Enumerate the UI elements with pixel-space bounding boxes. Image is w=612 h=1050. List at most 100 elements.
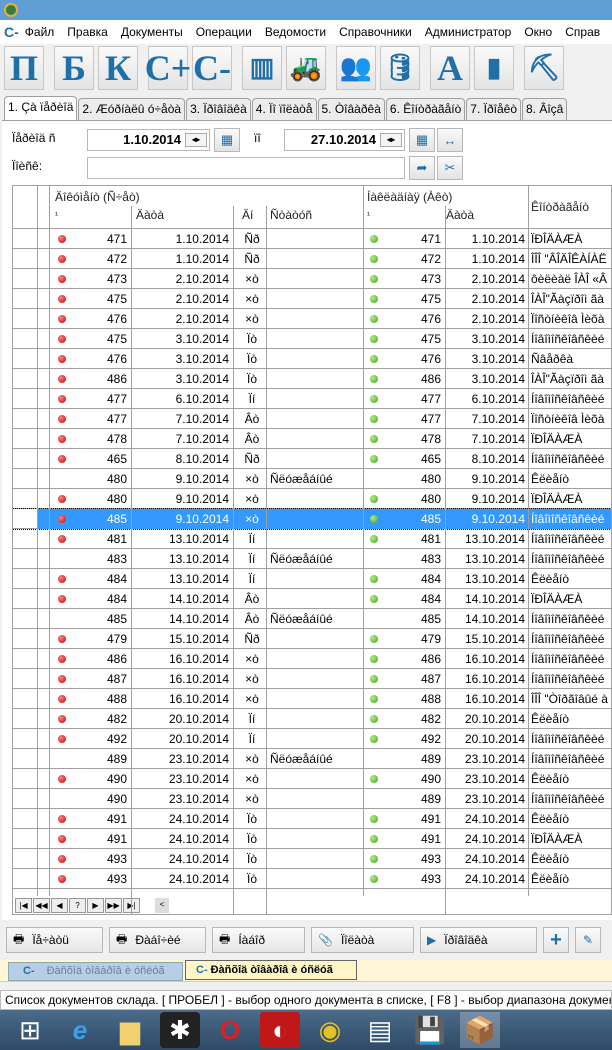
tab-4[interactable]: 4. Ïî ïîëàòå [251,98,317,120]
toolbar-button[interactable]: A [430,46,470,90]
col-header-date2[interactable]: Äàòà [446,208,475,222]
navigator-button[interactable]: ? [69,898,86,913]
table-row[interactable]: 480 9.10.2014 ×ò 480 9.10.2014 ÏÐÎÄÀÆÀ [13,489,611,509]
warehouse-app-icon[interactable]: 📦 [460,1012,500,1048]
navigator-button[interactable]: ▶▶ [105,898,122,913]
date-to-field[interactable]: 27.10.2014 ◂▸ [284,129,405,151]
table-row[interactable]: 485 9.10.2014 ×ò 485 9.10.2014 Íîâîìîñêîâñêèé [13,508,611,530]
table-row[interactable]: 479 15.10.2014 Ñð 479 15.10.2014 Íîâîìîñêîâñê… [13,629,611,649]
print-button[interactable]: 🖶 Ïå÷àòü [6,927,103,953]
date-to-spinner[interactable]: ◂▸ [380,133,402,147]
table-row[interactable]: 475 2.10.2014 ×ò 475 2.10.2014 ÎÀÎ"Ãàçïðîì ãà [13,289,611,309]
col-header-status[interactable]: Ñòàòóñ [270,208,313,222]
table-row[interactable]: 493 24.10.2014 Ïò 493 24.10.2014 Êëèåíò [13,869,611,889]
table-row[interactable]: 473 2.10.2014 ×ò 473 2.10.2014 ôèëèàë ÎÀÎ «Â [13,269,611,289]
toolbar-button[interactable]: Б [54,46,94,90]
swap-dates-button[interactable]: ↔ [437,128,463,152]
date-from-field[interactable]: 1.10.2014 ◂▸ [87,129,210,151]
table-row[interactable]: 480 9.10.2014 ×ò Ñëóæåáíûé 480 9.10.2014 Êëèåí… [13,469,611,489]
toolbar-button[interactable]: К [98,46,138,90]
calendar-from-button[interactable]: ▦ [214,128,240,152]
navigator-button[interactable]: ◀◀ [33,898,50,913]
menu-item[interactable]: Операции [195,25,252,39]
calendar-to-button[interactable]: ▦ [409,128,435,152]
table-row[interactable]: 481 13.10.2014 Ïí 481 13.10.2014 Íîâîìîñêîâñê… [13,529,611,549]
table-row[interactable]: 472 1.10.2014 Ñð 472 1.10.2014 ÎÎÎ "ÂÎÄÎÊÀÍÀË [13,249,611,269]
reader-app-icon[interactable]: ◐ [260,1012,300,1048]
table-row[interactable]: 490 23.10.2014 ×ò 490 23.10.2014 Êëèåíò [13,769,611,789]
menu-item[interactable]: Правка [67,25,108,39]
toolbar-button[interactable]: ▮ [474,46,514,90]
col-header-number2[interactable]: ¹ [367,210,370,220]
toolbar-button[interactable]: C- [192,46,232,90]
menu-item[interactable]: Справочники [339,25,412,39]
menu-item[interactable]: Ведомости [264,25,327,39]
toolbar-button[interactable]: 🛢 [380,46,420,90]
puzzle-app-icon[interactable]: ✱ [160,1012,200,1048]
tab-2[interactable]: 2. Æóðíàëû ó÷åòà [78,98,186,120]
toolbar-button[interactable]: ⛏ [524,46,564,90]
table-row[interactable]: 488 16.10.2014 ×ò 488 16.10.2014 ÎÎÎ "Òîðãîâû… [13,689,611,709]
toolbar-button[interactable]: C+ [145,46,191,90]
menu-item[interactable]: Окно [524,25,553,39]
toolbar-button[interactable]: ▥ [242,46,282,90]
table-row[interactable]: 485 14.10.2014 Âò Ñëóæåáíûé 485 14.10.2014 Íîâ… [13,609,611,629]
file-explorer-icon[interactable]: ▆ [120,1014,140,1045]
edit-button[interactable]: ✎ [575,927,601,953]
table-row[interactable]: 475 3.10.2014 Ïò 475 3.10.2014 Íîâîìîñêîâñêèé [13,329,611,349]
table-row[interactable]: 487 16.10.2014 ×ò 487 16.10.2014 Íîâîìîñêîâñê… [13,669,611,689]
toolbar-button[interactable]: П [4,46,44,90]
col-header-contractor[interactable]: Êîíòðàãåíò [531,200,590,214]
doc-tab-1[interactable]: C- Ðàñõîä òîâàðîâ è óñëóã [8,962,183,981]
menu-item[interactable]: Файл [24,25,55,39]
table-row[interactable]: 489 23.10.2014 ×ò Ñëóæåáíûé 489 23.10.2014 Íîâ… [13,749,611,769]
floppy-app-icon[interactable]: 💾 [413,1014,447,1045]
table-row[interactable]: 491 24.10.2014 Ïò 491 24.10.2014 ÏÐÎÄÀÆÀ [13,829,611,849]
tab-1[interactable]: 1. Çà ïåðèîä [4,96,78,120]
table-row[interactable]: 471 1.10.2014 Ñð 471 1.10.2014 ÏÐÎÄÀÆÀ [13,229,611,249]
col-header-date[interactable]: Äàòà [136,208,165,222]
clear-search-button[interactable]: ✂ [437,156,463,180]
table-row[interactable]: 476 3.10.2014 Ïò 476 3.10.2014 Ñâåðêà [13,349,611,369]
doc-tab-2[interactable]: C- Ðàñõîä òîâàðîâ è óñëóã [185,960,357,980]
windows-start-icon[interactable]: ⊞ [19,1014,41,1045]
working-print-button[interactable]: 🖶 Ðàáî÷èé [109,927,206,953]
set-print-button[interactable]: 🖶 Íàáîð [212,927,305,953]
table-row[interactable]: 493 24.10.2014 Ïò 493 24.10.2014 Êëèåíò [13,849,611,869]
table-row[interactable]: 486 16.10.2014 ×ò 486 16.10.2014 Íîâîìîñêîâñê… [13,649,611,669]
table-row[interactable]: 465 8.10.2014 Ñð 465 8.10.2014 Íîâîìîñêîâñêèé [13,449,611,469]
table-row[interactable]: 484 14.10.2014 Âò 484 14.10.2014 ÏÐÎÄÀÆÀ [13,589,611,609]
tab-8[interactable]: 8. Âîçâ [522,98,568,120]
internet-explorer-icon[interactable]: e [72,1014,88,1045]
table-row[interactable]: 478 7.10.2014 Âò 478 7.10.2014 ÏÐÎÄÀÆÀ [13,429,611,449]
control-panel-icon[interactable]: ▤ [367,1014,393,1045]
navigator-button[interactable]: ◀ [51,898,68,913]
tab-5[interactable]: 5. Òîâàðêà [317,98,385,120]
table-row[interactable]: 477 7.10.2014 Âò 477 7.10.2014 Ïîñòíèêîâ Ìèõà [13,409,611,429]
table-row[interactable]: 484 13.10.2014 Ïí 484 13.10.2014 Êëèåíò [13,569,611,589]
table-row[interactable]: 486 3.10.2014 Ïò 486 3.10.2014 ÎÀÎ"Ãàçïðîì ãà [13,369,611,389]
navigator-button[interactable]: < [155,898,169,913]
col-header-number[interactable]: ¹ [55,210,58,220]
add-button[interactable]: + [543,927,569,953]
toolbar-button[interactable]: 👥 [336,46,376,90]
toolbar-button[interactable]: 🚜 [286,46,326,90]
menu-item[interactable]: Справ [565,25,601,39]
table-row[interactable]: 490 23.10.2014 ×ò 489 23.10.2014 Íîâîìîñêîâñê… [13,789,611,809]
navigator-button[interactable]: ▶ [87,898,104,913]
table-row[interactable]: 483 13.10.2014 Ïí Ñëóæåáíûé 483 13.10.2014 Íîâ… [13,549,611,569]
col-header-day[interactable]: Äí [242,208,254,222]
tab-7[interactable]: 7. Ïðîåêò [466,98,521,120]
date-from-spinner[interactable]: ◂▸ [185,133,207,147]
table-row[interactable]: 476 2.10.2014 ×ò 476 2.10.2014 Ïîñòíèêîâ Ìèõà [13,309,611,329]
menu-item[interactable]: Документы [120,25,183,39]
table-row[interactable]: 482 20.10.2014 Ïí 482 20.10.2014 Êëèåíò [13,709,611,729]
table-row[interactable]: 491 24.10.2014 Ïò 491 24.10.2014 Êëèåíò [13,809,611,829]
table-row[interactable]: 477 6.10.2014 Ïí 477 6.10.2014 Íîâîìîñêîâñêèé [13,389,611,409]
attach-button[interactable]: 📎 Ïîëàòà [311,927,414,953]
tab-3[interactable]: 3. Ïðîâîäêà [186,98,251,120]
chrome-icon[interactable]: ◉ [318,1014,342,1045]
search-go-button[interactable]: ➦ [409,156,435,180]
table-row[interactable]: 492 20.10.2014 Ïí 492 20.10.2014 Íîâîìîñêîâñê… [13,729,611,749]
menu-item[interactable]: Администратор [424,25,512,39]
